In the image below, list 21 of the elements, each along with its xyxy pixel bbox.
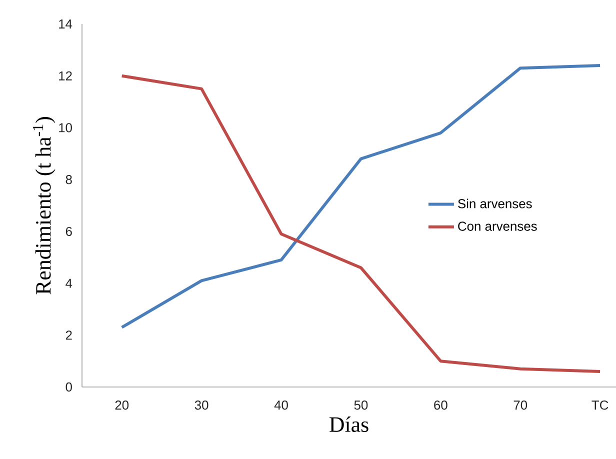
x-tick-label: 20	[115, 400, 129, 410]
y-tick-label: 2	[66, 330, 72, 340]
y-tick-label: 6	[66, 226, 72, 236]
x-tick-label: TC	[592, 400, 608, 410]
x-tick-label: 30	[194, 400, 208, 410]
y-tick-label: 10	[59, 123, 72, 132]
y-tick-label: 8	[66, 174, 72, 184]
x-axis-title: Días	[330, 416, 368, 432]
y-tick-label: 14	[59, 20, 72, 28]
y-tick-label: 12	[59, 71, 72, 80]
y-tick-label: 4	[66, 278, 72, 288]
y-tick-label: 0	[66, 382, 72, 392]
x-tick-label: 60	[434, 400, 448, 410]
x-tick-label: 50	[354, 400, 368, 410]
legend-label: Sin arvenses	[458, 198, 532, 208]
line-series	[120, 74, 602, 373]
x-tick-label: 70	[514, 400, 528, 410]
line-series	[120, 64, 602, 329]
legend-label: Con arvenses	[458, 222, 537, 231]
y-axis-title: Rendimiento (t ha$^{-1}$)	[32, 117, 56, 294]
x-tick-label: 40	[274, 400, 288, 410]
